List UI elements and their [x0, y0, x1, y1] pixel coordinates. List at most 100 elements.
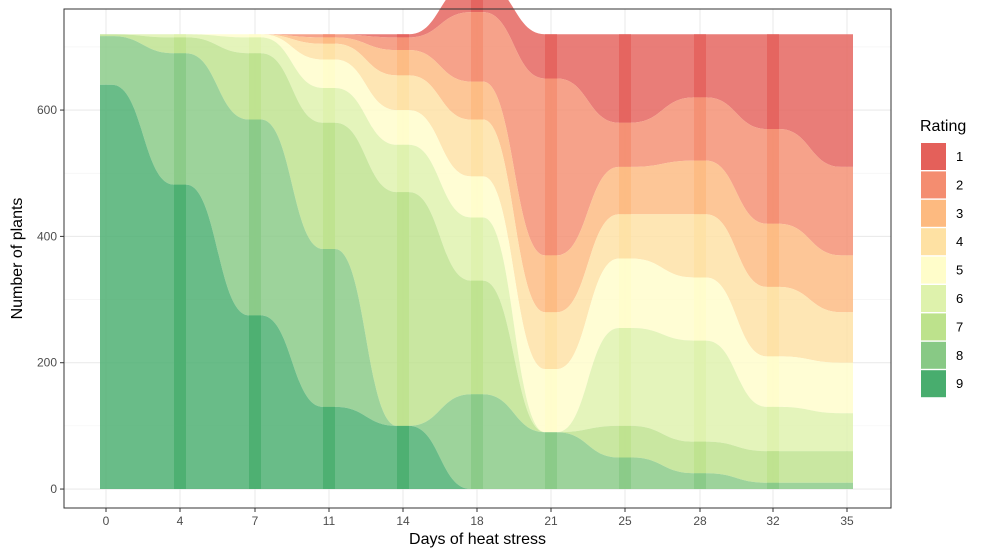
flow-band-rating-3-32-to-35	[767, 223, 853, 313]
legend-label-1: 1	[956, 149, 963, 164]
flow-band-rating-8-18-to-21	[471, 394, 557, 490]
flow-band-rating-3-21-to-25	[545, 166, 631, 313]
y-tick-label: 600	[37, 103, 57, 117]
flow-band-rating-6-7-to-11	[249, 37, 335, 123]
x-tick-label: 25	[618, 514, 632, 528]
flow-band-rating-6-11-to-14	[323, 87, 409, 193]
flow-band-rating-3-28-to-32	[694, 160, 779, 287]
legend-label-7: 7	[956, 319, 963, 334]
y-axis: 0 200 400 600	[37, 103, 64, 496]
flow-band-rating-1-28-to-32	[694, 34, 779, 130]
flow-band-rating-7-11-to-14	[323, 122, 409, 426]
x-tick-label: 32	[766, 514, 780, 528]
legend-label-3: 3	[956, 206, 963, 221]
x-tick-label: 28	[693, 514, 707, 528]
alluvial-flows	[100, 0, 853, 490]
legend-label-6: 6	[956, 291, 963, 306]
flow-band-rating-8-28-to-32	[694, 473, 779, 490]
flow-band-rating-6-25-to-28	[619, 327, 706, 442]
legend-label-9: 9	[956, 376, 963, 391]
flow-band-rating-9-11-to-14	[323, 406, 409, 490]
flow-band-rating-2-18-to-21	[471, 12, 557, 256]
legend-key-3	[921, 199, 946, 227]
flow-band-rating-8-32-to-35	[767, 482, 853, 490]
flow-band-rating-2-25-to-28	[619, 97, 706, 167]
flow-band-rating-5-25-to-28	[619, 258, 706, 341]
flow-band-rating-5-32-to-35	[767, 356, 853, 414]
legend-title: Rating	[920, 118, 966, 135]
flow-band-rating-7-0-to-4	[100, 34, 186, 54]
flow-band-rating-6-14-to-18	[397, 144, 483, 281]
flow-band-rating-1-32-to-35	[767, 34, 853, 167]
flow-band-rating-5-11-to-14	[323, 59, 409, 145]
flow-band-rating-2-14-to-18	[397, 12, 483, 82]
flow-band-rating-2-32-to-35	[767, 129, 853, 256]
flow-band-rating-9-0-to-4	[100, 84, 186, 490]
x-axis-title: Days of heat stress	[409, 531, 546, 548]
flow-band-rating-8-25-to-28	[619, 457, 706, 490]
legend: Rating 1 2 3 4 5 6 7 8 9	[920, 118, 966, 398]
flow-band-rating-4-14-to-18	[397, 75, 483, 177]
flow-band-rating-7-25-to-28	[619, 425, 706, 474]
flow-band-rating-3-11-to-14	[323, 37, 409, 76]
flow-band-rating-3-18-to-21	[471, 81, 557, 313]
x-tick-label: 14	[396, 514, 410, 528]
flow-band-rating-6-21-to-25	[545, 327, 631, 433]
flow-band-rating-6-18-to-21	[471, 217, 557, 433]
flow-band-rating-6-4-to-7	[174, 34, 261, 54]
flow-band-rating-2-11-to-14	[323, 34, 409, 51]
flow-band-rating-3-25-to-28	[619, 160, 706, 215]
flow-band-rating-5-28-to-32	[694, 277, 779, 407]
legend-label-4: 4	[956, 234, 963, 249]
flow-band-rating-5-7-to-11	[249, 34, 335, 88]
x-tick-label: 7	[252, 514, 259, 528]
flow-band-rating-8-11-to-14	[323, 249, 409, 426]
legend-key-1	[921, 143, 946, 170]
x-tick-label: 21	[544, 514, 558, 528]
legend-label-5: 5	[956, 263, 963, 278]
flow-band-rating-9-14-to-18	[397, 425, 483, 490]
flow-band-rating-4-21-to-25	[545, 214, 631, 370]
legend-key-6	[921, 285, 946, 312]
flow-band-rating-6-32-to-35	[767, 406, 853, 452]
flow-band-rating-8-0-to-4	[100, 36, 186, 185]
flow-band-rating-2-28-to-32	[694, 97, 779, 224]
flow-band-rating-7-28-to-32	[694, 441, 779, 483]
flow-band-rating-7-18-to-21	[471, 280, 557, 433]
flow-band-rating-8-4-to-7	[174, 53, 261, 316]
x-tick-label: 0	[103, 514, 110, 528]
y-tick-label: 400	[37, 229, 57, 243]
legend-key-2	[921, 171, 946, 199]
flow-band-rating-7-7-to-11	[249, 53, 335, 250]
legend-key-7	[921, 313, 946, 341]
flow-band-rating-8-7-to-11	[249, 119, 335, 407]
legend-key-8	[921, 341, 946, 369]
flow-band-rating-7-32-to-35	[767, 451, 853, 483]
flow-band-rating-5-18-to-21	[471, 176, 557, 433]
y-tick-label: 200	[37, 356, 57, 370]
legend-key-5	[921, 256, 946, 284]
legend-key-9	[921, 370, 946, 398]
flow-band-rating-1-18-to-21	[471, 0, 557, 79]
flow-band-rating-8-21-to-25	[545, 432, 631, 490]
flow-band-rating-7-14-to-18	[397, 192, 483, 426]
x-tick-label: 4	[177, 514, 184, 528]
flow-band-rating-9-7-to-11	[249, 315, 335, 490]
flow-band-rating-4-25-to-28	[619, 214, 706, 278]
legend-label-8: 8	[956, 348, 963, 363]
flow-band-rating-4-11-to-14	[323, 43, 409, 111]
flow-band-rating-5-14-to-18	[397, 110, 483, 218]
flow-band-rating-1-25-to-28	[619, 34, 706, 123]
flow-band-rating-1-21-to-25	[545, 34, 631, 123]
legend-label-2: 2	[956, 177, 963, 192]
flow-band-rating-3-7-to-11	[249, 34, 335, 44]
flow-band-rating-4-32-to-35	[767, 286, 853, 363]
x-tick-label: 35	[840, 514, 854, 528]
flow-band-rating-4-18-to-21	[471, 119, 557, 370]
y-tick-label: 0	[50, 482, 57, 496]
legend-key-4	[921, 228, 946, 256]
flow-band-rating-3-14-to-18	[397, 50, 483, 120]
y-axis-title: Number of plants	[9, 198, 26, 320]
flow-band-rating-7-4-to-7	[174, 37, 261, 120]
